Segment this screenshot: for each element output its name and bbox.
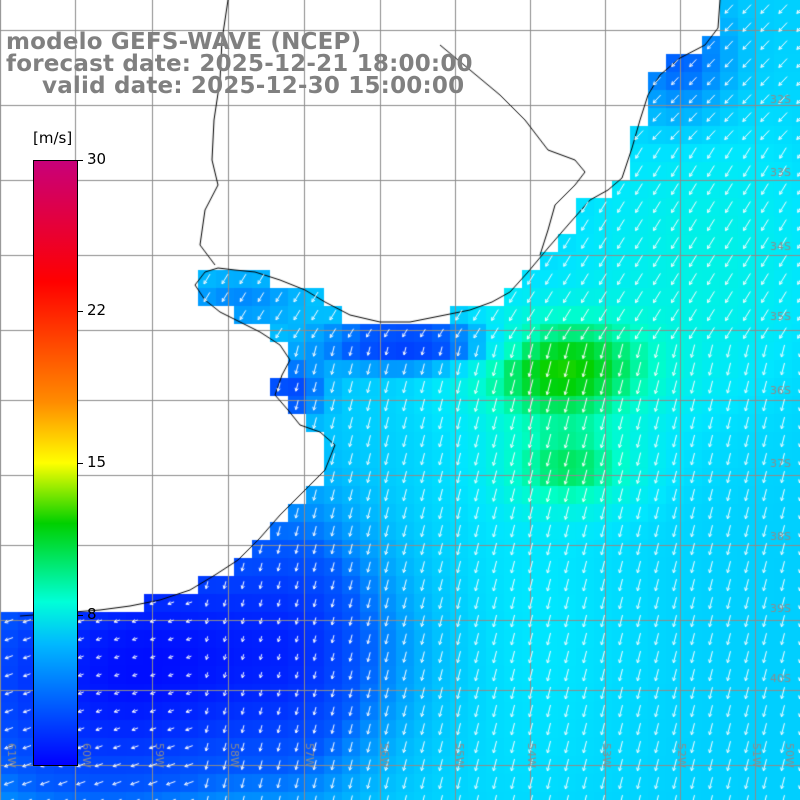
colorbar-unit: [m/s] [33,129,73,147]
colorbar-tick [78,615,83,616]
valid-date: valid date: 2025-12-30 15:00:00 [42,73,465,99]
colorbar-tick [78,463,83,464]
colorbar-label-8: 8 [87,605,97,623]
colorbar-tick [78,160,83,161]
colorbar [33,160,78,766]
model-title: modelo GEFS-WAVE (NCEP) [6,29,362,55]
colorbar-label-22: 22 [87,301,107,319]
colorbar-label-30: 30 [87,150,107,168]
forecast-date: forecast date: 2025-12-21 18:00:00 [6,51,473,77]
colorbar-tick [78,311,83,312]
colorbar-label-15: 15 [87,453,107,471]
